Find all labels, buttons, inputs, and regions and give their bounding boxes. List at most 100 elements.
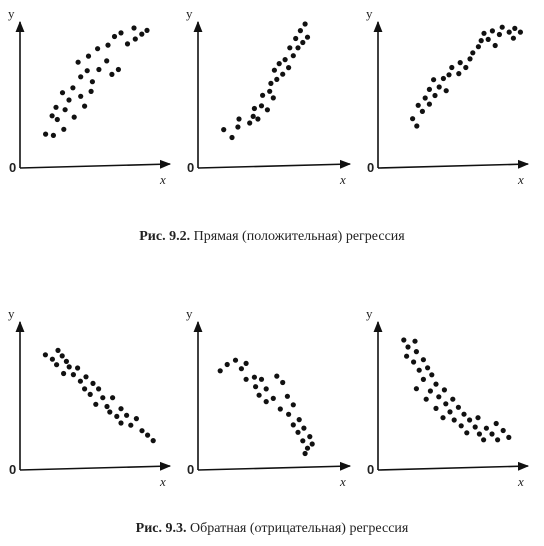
data-point <box>300 438 306 444</box>
data-point <box>145 432 151 438</box>
data-point <box>90 380 96 386</box>
data-point <box>100 395 106 401</box>
data-point <box>436 394 442 400</box>
data-point <box>280 71 286 77</box>
data-point <box>489 28 495 34</box>
data-point <box>258 376 265 382</box>
data-point <box>78 74 84 80</box>
data-point <box>247 120 253 126</box>
data-point <box>105 42 111 48</box>
data-point <box>111 33 118 40</box>
data-point <box>517 29 524 35</box>
data-point <box>300 39 306 46</box>
x-axis <box>19 159 172 169</box>
data-point <box>495 437 501 443</box>
data-point <box>59 353 65 359</box>
data-point <box>450 396 456 402</box>
data-point <box>282 57 288 63</box>
data-point <box>493 420 499 427</box>
data-point <box>290 422 296 428</box>
data-point <box>264 107 270 113</box>
data-point <box>104 58 110 64</box>
data-point <box>55 347 61 353</box>
data-point <box>110 395 116 401</box>
data-point <box>93 401 99 407</box>
x-axis-label: x <box>159 474 166 489</box>
scatter-panel-pos-2: y x 0 <box>186 6 352 187</box>
x-axis <box>197 159 352 169</box>
data-point <box>455 404 461 410</box>
data-point <box>114 413 120 419</box>
data-point <box>277 406 283 412</box>
data-point <box>270 95 276 101</box>
data-point <box>88 88 94 94</box>
data-point <box>447 409 453 415</box>
data-point <box>506 434 512 440</box>
data-point <box>456 71 462 77</box>
data-point <box>293 35 299 42</box>
y-axis-label: y <box>366 306 373 321</box>
data-point <box>420 357 426 363</box>
data-point <box>118 30 124 36</box>
data-point <box>229 134 235 141</box>
origin-label: 0 <box>187 160 194 175</box>
x-axis-label: x <box>517 474 524 489</box>
data-point <box>115 66 121 73</box>
data-point <box>412 338 418 344</box>
data-point <box>483 425 489 431</box>
data-point <box>481 437 487 443</box>
y-axis-label: y <box>8 6 15 21</box>
data-point <box>476 431 482 437</box>
data-point <box>458 423 464 429</box>
data-point <box>274 373 280 379</box>
data-point <box>287 45 293 51</box>
data-point <box>133 416 139 422</box>
data-point <box>489 431 495 437</box>
data-point <box>89 79 95 85</box>
data-point <box>224 361 230 368</box>
data-point <box>109 71 115 77</box>
data-point <box>478 38 484 44</box>
data-point <box>251 374 257 380</box>
data-point <box>42 352 49 358</box>
data-point <box>413 349 419 355</box>
data-point <box>104 403 110 410</box>
data-point <box>87 391 93 397</box>
x-axis-label: x <box>339 172 346 187</box>
data-point <box>304 34 311 40</box>
data-point <box>426 101 432 107</box>
data-point <box>481 30 487 36</box>
data-point <box>461 411 467 417</box>
x-axis <box>377 159 530 169</box>
data-point <box>284 393 290 399</box>
data-point <box>492 42 498 49</box>
data-point <box>302 450 308 457</box>
data-point <box>124 41 131 47</box>
data-point <box>70 372 76 378</box>
data-point <box>49 356 56 362</box>
data-point <box>236 116 242 122</box>
data-point <box>411 359 417 365</box>
data-point <box>77 378 83 384</box>
y-axis-label: y <box>366 6 373 21</box>
data-point <box>255 116 261 122</box>
data-point <box>467 56 473 62</box>
scatter-panel-pos-3: y x 0 <box>366 6 530 187</box>
y-axis-label: y <box>186 6 193 21</box>
origin-label: 0 <box>187 462 194 477</box>
data-point <box>419 108 425 114</box>
data-point <box>71 114 77 120</box>
data-point <box>416 367 422 373</box>
data-point <box>124 412 130 418</box>
data-point <box>414 123 420 129</box>
data-point <box>290 402 296 408</box>
data-point <box>85 53 92 59</box>
data-point <box>260 92 266 98</box>
data-point <box>286 65 292 71</box>
data-point <box>426 86 432 92</box>
data-point <box>107 409 113 415</box>
data-point <box>66 97 72 103</box>
data-point <box>83 374 89 380</box>
origin-label: 0 <box>9 160 16 175</box>
